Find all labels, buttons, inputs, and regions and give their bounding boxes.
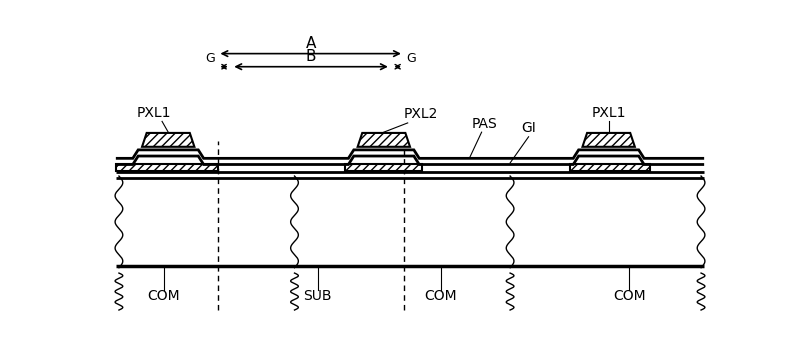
Polygon shape — [570, 164, 650, 171]
Polygon shape — [582, 133, 635, 147]
Text: COM: COM — [425, 289, 457, 303]
Text: SUB: SUB — [303, 289, 332, 303]
Text: G: G — [406, 52, 416, 65]
Text: GI: GI — [522, 121, 536, 135]
Text: B: B — [306, 49, 316, 64]
Polygon shape — [116, 164, 218, 171]
Text: G: G — [206, 52, 215, 65]
Text: A: A — [306, 36, 316, 51]
Polygon shape — [358, 133, 410, 147]
Polygon shape — [346, 164, 422, 171]
Text: COM: COM — [613, 289, 646, 303]
Text: PXL2: PXL2 — [404, 107, 438, 121]
Text: COM: COM — [147, 289, 180, 303]
Text: PAS: PAS — [472, 117, 498, 131]
Text: PXL1: PXL1 — [137, 106, 172, 120]
Polygon shape — [142, 133, 194, 147]
Text: PXL1: PXL1 — [591, 106, 626, 120]
